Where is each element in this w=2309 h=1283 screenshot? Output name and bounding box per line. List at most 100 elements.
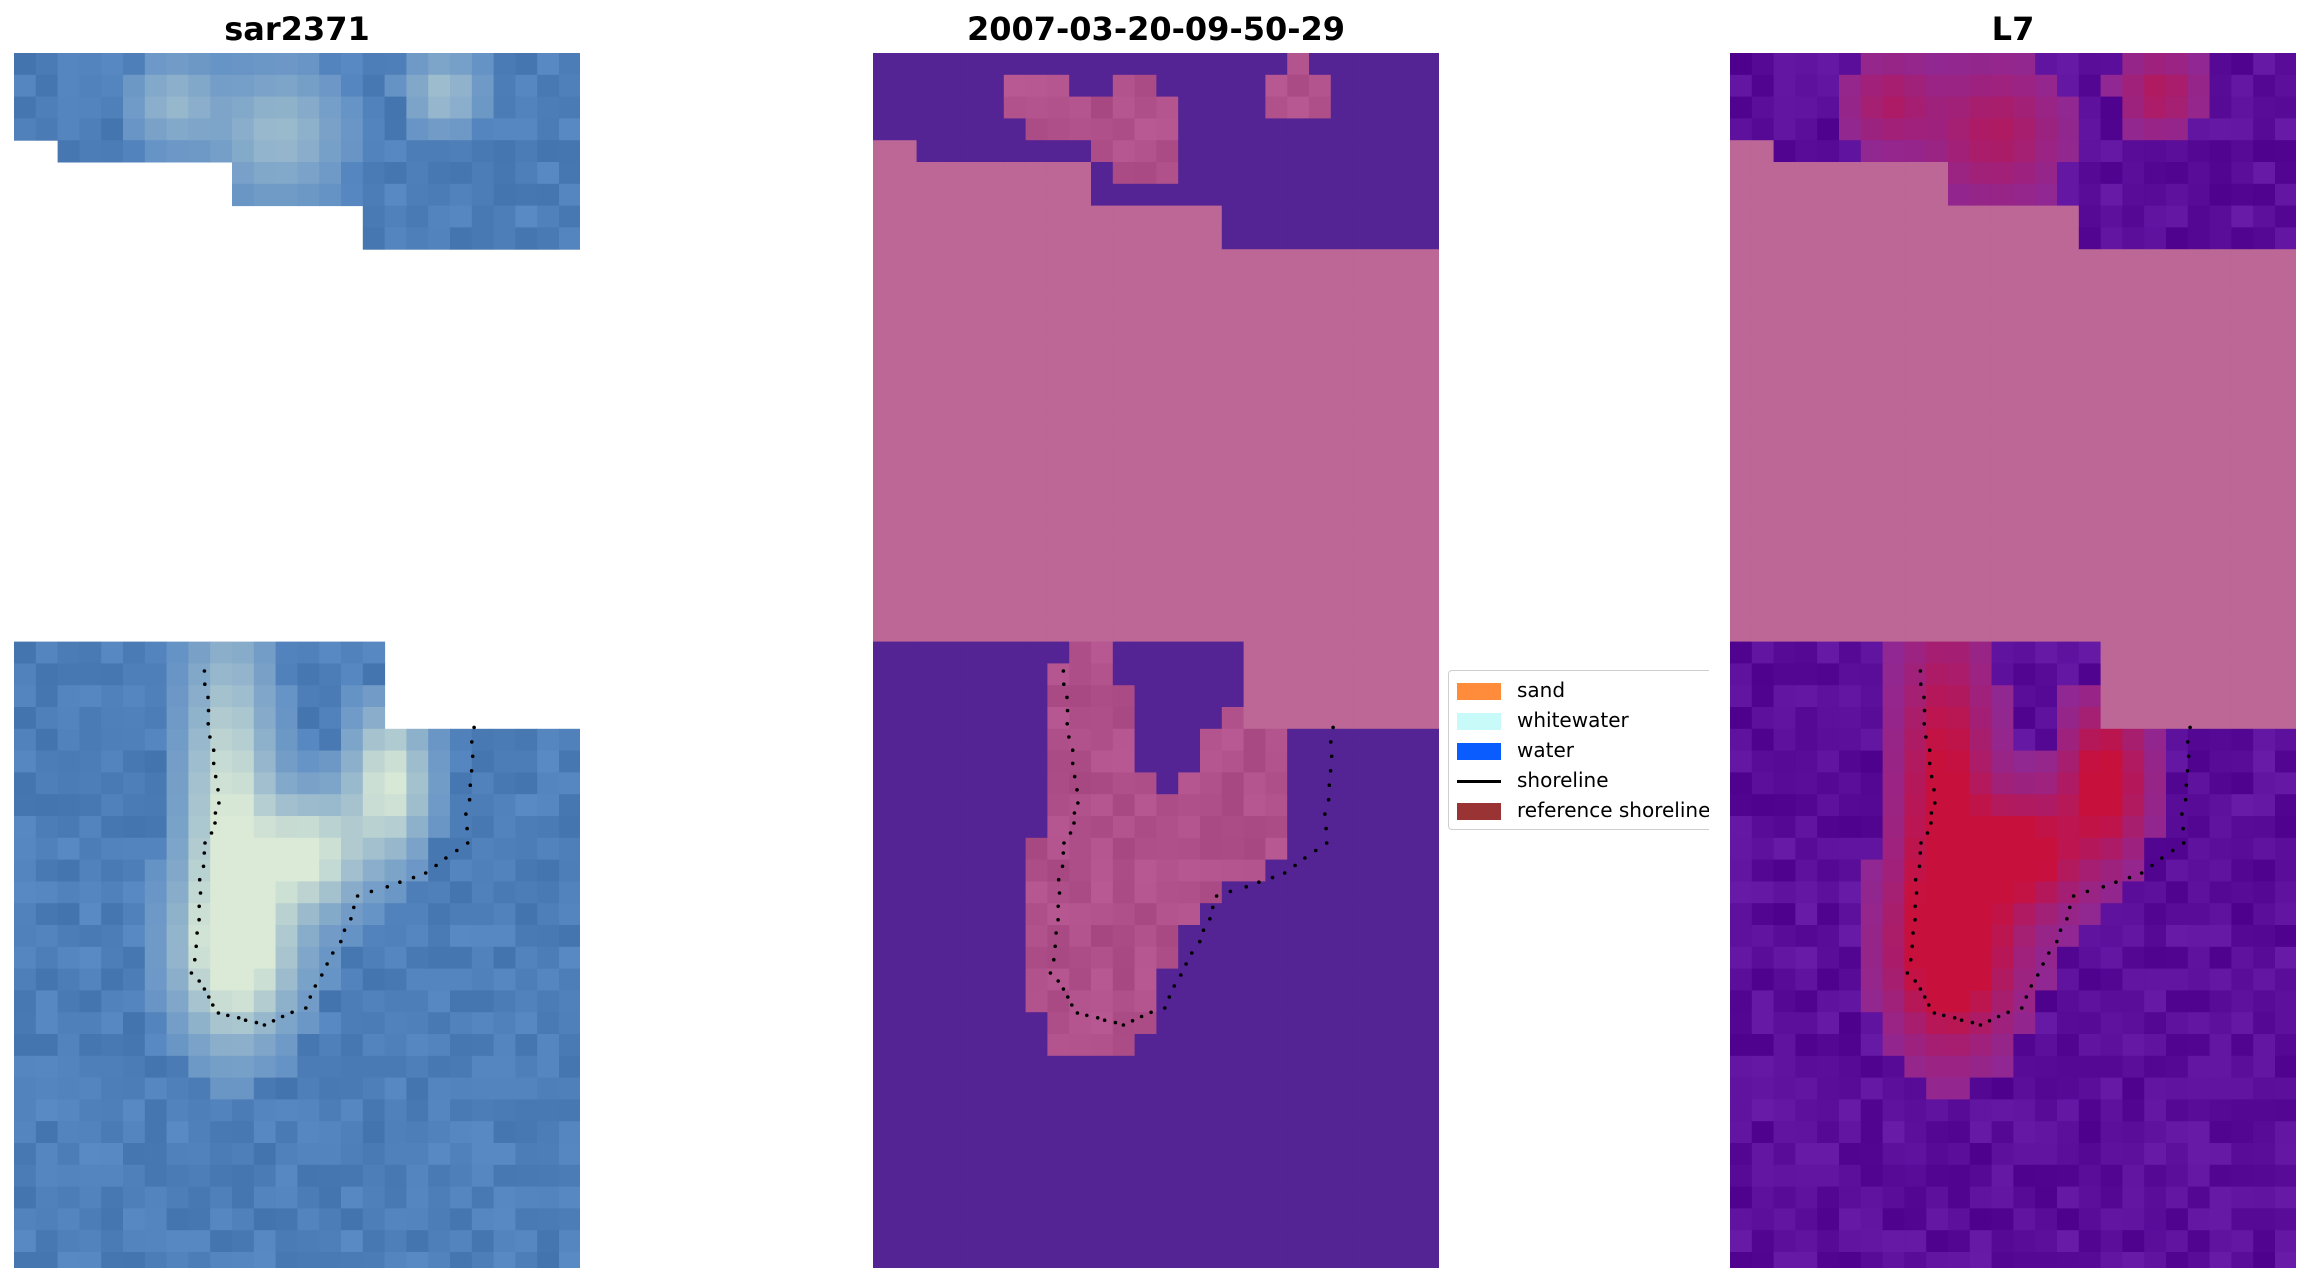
raster-cell (232, 74, 255, 98)
raster-cell (14, 968, 37, 991)
raster-cell (493, 1077, 516, 1100)
raster-cell (894, 576, 918, 599)
raster-cell (1751, 1099, 1775, 1122)
raster-cell (166, 1252, 189, 1268)
raster-cell (1795, 96, 1818, 119)
raster-cell (1047, 772, 1070, 795)
raster-cell (275, 946, 298, 970)
raster-cell (2122, 707, 2145, 730)
raster-cell (1265, 314, 1288, 337)
raster-cell (1926, 358, 1949, 381)
raster-cell (1330, 1186, 1354, 1209)
raster-cell (1969, 968, 1993, 991)
raster-cell (2253, 183, 2276, 207)
raster-cell (1134, 619, 1157, 643)
raster-cell (1287, 859, 1310, 882)
raster-cell (232, 1012, 255, 1035)
raster-cell (319, 1012, 342, 1035)
raster-cell (1904, 859, 1927, 882)
raster-cell (1069, 903, 1092, 926)
raster-cell (1112, 358, 1136, 381)
raster-cell (428, 53, 451, 76)
raster-cell (1839, 1077, 1862, 1100)
raster-cell (362, 1055, 386, 1079)
raster-cell (1091, 728, 1114, 752)
raster-cell (894, 249, 918, 272)
raster-cell (1069, 554, 1092, 577)
raster-cell (2122, 162, 2145, 185)
raster-cell (1352, 510, 1375, 534)
raster-cell (57, 925, 80, 948)
raster-cell (1904, 641, 1927, 664)
raster-cell (894, 794, 918, 817)
raster-cell (1091, 1012, 1114, 1035)
raster-cell (1047, 205, 1070, 228)
raster-cell (1025, 489, 1048, 512)
raster-cell (1795, 750, 1818, 773)
raster-cell (1330, 510, 1354, 534)
raster-cell (1265, 183, 1288, 207)
raster-cell (188, 1230, 211, 1253)
raster-cell (1243, 53, 1266, 76)
raster-cell (2100, 728, 2123, 752)
raster-cell (1025, 74, 1048, 98)
raster-cell (1221, 641, 1245, 664)
raster-cell (916, 750, 939, 773)
raster-cell (2253, 1099, 2276, 1122)
raster-cell (2100, 968, 2123, 991)
raster-cell (1178, 554, 1201, 577)
raster-cell (982, 249, 1005, 272)
raster-cell (2275, 489, 2296, 512)
raster-cell (873, 205, 896, 228)
raster-cell (493, 859, 516, 882)
raster-cell (1991, 968, 2014, 991)
raster-cell (2013, 750, 2036, 773)
raster-cell (515, 1143, 538, 1166)
raster-cell (1003, 336, 1027, 359)
raster-cell (938, 205, 961, 228)
raster-cell (2209, 1077, 2232, 1100)
raster-cell (515, 968, 538, 991)
raster-cell (515, 118, 538, 141)
raster-cell (1112, 1121, 1136, 1144)
raster-cell (232, 1164, 255, 1188)
raster-cell (1330, 772, 1354, 795)
raster-cell (1396, 1164, 1419, 1188)
raster-cell (2231, 859, 2254, 882)
raster-cell (1839, 794, 1862, 817)
raster-cell (1374, 205, 1397, 228)
raster-cell (537, 183, 560, 207)
raster-cell (1374, 1012, 1397, 1035)
raster-cell (2166, 401, 2189, 425)
raster-cell (938, 336, 961, 359)
raster-cell (2275, 794, 2296, 817)
raster-cell (1926, 837, 1949, 861)
raster-cell (1352, 641, 1375, 664)
raster-cell (450, 990, 473, 1013)
raster-cell (1817, 314, 1840, 337)
raster-cell (2035, 74, 2058, 98)
raster-cell (144, 118, 168, 141)
raster-cell (1969, 423, 1993, 446)
panel-title-date: 2007-03-20-09-50-29 (966, 10, 1346, 48)
raster-cell (2231, 1034, 2254, 1057)
raster-cell (166, 641, 189, 664)
raster-cell (406, 990, 429, 1013)
raster-cell (493, 794, 516, 817)
raster-cell (2035, 881, 2058, 904)
raster-cell (2100, 467, 2123, 490)
raster-cell (1817, 925, 1840, 948)
raster-cell (2231, 336, 2254, 359)
raster-cell (2231, 1164, 2254, 1188)
raster-cell (1265, 903, 1288, 926)
raster-cell (188, 1012, 211, 1035)
raster-cell (101, 1034, 124, 1057)
raster-cell (450, 750, 473, 773)
raster-cell (232, 859, 255, 882)
raster-cell (1730, 445, 1753, 468)
raster-cell (1069, 728, 1092, 752)
raster-cell (123, 1034, 146, 1057)
raster-cell (2144, 663, 2167, 686)
raster-cell (1396, 205, 1419, 228)
shoreline-point (2186, 754, 2191, 759)
